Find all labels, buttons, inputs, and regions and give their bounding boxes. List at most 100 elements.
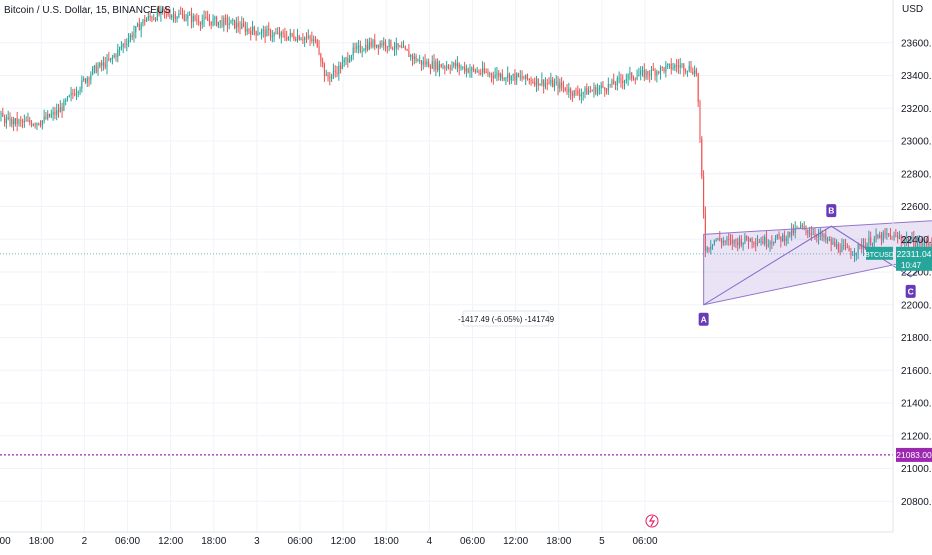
candle-body[interactable] — [719, 238, 721, 241]
candle-body[interactable] — [169, 15, 171, 18]
candle-body[interactable] — [828, 239, 830, 241]
candle-body[interactable] — [194, 15, 196, 20]
candle-body[interactable] — [411, 54, 414, 59]
candle-body[interactable] — [884, 232, 886, 235]
candle-body[interactable] — [505, 77, 507, 79]
candle-body[interactable] — [208, 20, 210, 22]
candle-body[interactable] — [879, 235, 881, 238]
candle-body[interactable] — [147, 16, 149, 20]
candle-body[interactable] — [77, 91, 79, 93]
candle-body[interactable] — [56, 110, 58, 115]
candle-body[interactable] — [338, 65, 340, 75]
candle-body[interactable] — [672, 67, 674, 70]
candle-body[interactable] — [929, 244, 931, 246]
candle-body[interactable] — [557, 81, 559, 89]
candle-body[interactable] — [670, 63, 672, 70]
candle-body[interactable] — [52, 111, 54, 115]
candle-body[interactable] — [225, 18, 227, 20]
candle-body[interactable] — [189, 14, 191, 16]
candle-body[interactable] — [128, 39, 130, 44]
candle-body[interactable] — [570, 88, 572, 95]
candle-body[interactable] — [794, 227, 796, 233]
candle-body[interactable] — [674, 65, 676, 68]
candle-body[interactable] — [198, 20, 200, 24]
candle-body[interactable] — [45, 116, 47, 119]
candle-body[interactable] — [712, 244, 714, 247]
candle-body[interactable] — [907, 238, 909, 244]
candle-body[interactable] — [167, 12, 169, 16]
candle-body[interactable] — [460, 67, 462, 69]
candle-body[interactable] — [444, 66, 446, 68]
candle-body[interactable] — [586, 87, 588, 95]
candle-body[interactable] — [181, 14, 184, 16]
candle-body[interactable] — [210, 21, 212, 26]
candle-body[interactable] — [523, 78, 525, 80]
candle-body[interactable] — [614, 84, 617, 86]
candle-body[interactable] — [207, 17, 209, 21]
candle-body[interactable] — [496, 72, 498, 75]
candle-body[interactable] — [677, 66, 679, 68]
candle-body[interactable] — [349, 59, 351, 63]
candle-body[interactable] — [149, 16, 151, 18]
candle-body[interactable] — [192, 15, 194, 22]
candle-body[interactable] — [796, 227, 798, 229]
candle-body[interactable] — [334, 70, 336, 72]
candle-body[interactable] — [178, 13, 180, 17]
candle-body[interactable] — [471, 67, 473, 71]
candle-body[interactable] — [142, 19, 144, 25]
candle-body[interactable] — [706, 247, 708, 251]
candle-body[interactable] — [383, 41, 385, 46]
pattern-point-c[interactable]: C — [905, 284, 916, 298]
candle-body[interactable] — [900, 237, 902, 241]
candle-body[interactable] — [190, 14, 193, 22]
candle-body[interactable] — [895, 235, 897, 237]
candle-body[interactable] — [602, 85, 604, 88]
candle-body[interactable] — [762, 241, 764, 244]
candle-body[interactable] — [199, 23, 202, 25]
candle-body[interactable] — [302, 39, 304, 41]
candle-body[interactable] — [417, 60, 419, 62]
candle-body[interactable] — [490, 73, 493, 76]
candle-body[interactable] — [658, 71, 660, 74]
candle-body[interactable] — [616, 78, 618, 85]
candle-body[interactable] — [331, 74, 333, 79]
candle-body[interactable] — [243, 23, 245, 26]
candle-body[interactable] — [809, 233, 811, 235]
candle-body[interactable] — [724, 241, 726, 243]
candle-body[interactable] — [694, 70, 696, 75]
candle-body[interactable] — [311, 38, 313, 41]
candle-body[interactable] — [246, 28, 248, 32]
candle-body[interactable] — [239, 27, 241, 29]
candle-body[interactable] — [65, 100, 67, 102]
candle-body[interactable] — [922, 243, 924, 246]
candle-body[interactable] — [395, 43, 397, 49]
candle-body[interactable] — [307, 36, 309, 38]
candle-body[interactable] — [898, 237, 900, 239]
candle-body[interactable] — [341, 62, 343, 69]
candle-body[interactable] — [537, 78, 539, 86]
candle-body[interactable] — [735, 239, 737, 242]
candle-body[interactable] — [870, 237, 872, 245]
candle-body[interactable] — [726, 238, 728, 242]
pattern-point-b[interactable]: B — [826, 204, 837, 218]
candle-body[interactable] — [408, 50, 410, 58]
candle-body[interactable] — [133, 32, 135, 38]
candle-body[interactable] — [643, 69, 645, 78]
candle-body[interactable] — [74, 94, 76, 96]
candle-body[interactable] — [4, 116, 6, 124]
candle-body[interactable] — [731, 239, 733, 244]
candle-body[interactable] — [438, 64, 440, 71]
candle-body[interactable] — [129, 35, 131, 40]
candle-body[interactable] — [354, 47, 356, 49]
candle-body[interactable] — [746, 235, 748, 241]
candle-body[interactable] — [214, 17, 216, 19]
candle-body[interactable] — [110, 58, 112, 60]
candle-body[interactable] — [205, 16, 207, 18]
candle-body[interactable] — [738, 238, 741, 246]
candle-body[interactable] — [255, 31, 257, 35]
candle-body[interactable] — [180, 13, 182, 15]
candle-body[interactable] — [160, 9, 162, 15]
candle-body[interactable] — [629, 72, 631, 75]
candle-body[interactable] — [104, 62, 106, 68]
candle-body[interactable] — [462, 66, 464, 68]
